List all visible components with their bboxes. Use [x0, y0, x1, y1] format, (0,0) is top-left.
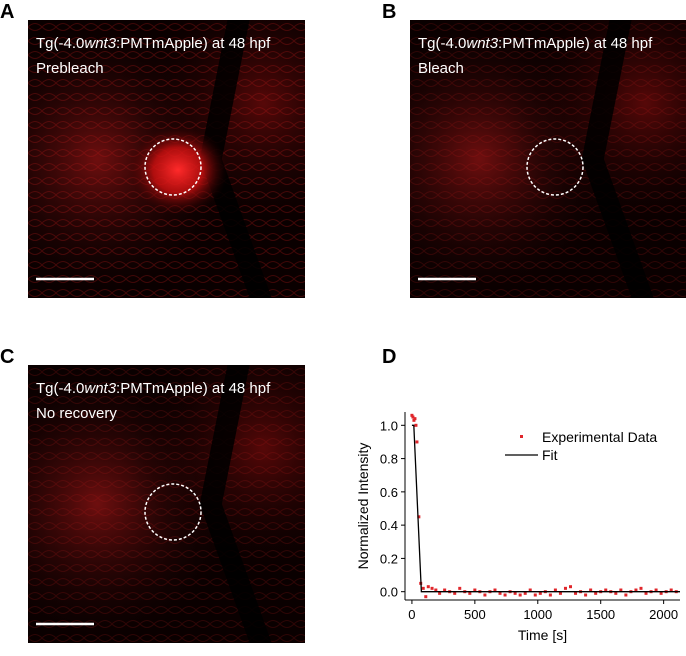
microscopy-panel: Tg(-4.0wnt3:PMTmApple) at 48 hpf No recov…	[28, 365, 305, 643]
title-italic: wnt3	[466, 35, 498, 52]
data-point	[604, 588, 608, 592]
data-point	[468, 591, 472, 595]
data-point	[614, 591, 618, 595]
panel-letter: C	[0, 346, 14, 368]
data-point	[518, 593, 522, 597]
title-italic: wnt3	[84, 35, 116, 52]
title-suffix: :PMTmApple) at 48 hpf	[498, 35, 653, 52]
data-point	[538, 591, 542, 595]
data-point	[589, 588, 593, 592]
data-point	[493, 588, 497, 592]
title-italic: wnt3	[84, 380, 116, 397]
data-point	[548, 593, 552, 597]
tissue-boundary	[199, 20, 272, 298]
data-point	[483, 593, 487, 597]
data-point	[523, 591, 527, 595]
data-point	[413, 417, 417, 421]
y-axis-label: Normalized Intensity	[355, 443, 371, 570]
x-tick-label: 500	[464, 607, 486, 622]
data-point	[424, 595, 428, 599]
y-tick-label: 0.4	[380, 518, 398, 533]
x-axis-label: Time [s]	[518, 627, 567, 643]
data-point	[498, 591, 502, 595]
legend-label: Experimental Data	[542, 429, 657, 445]
microscopy-panel: Tg(-4.0wnt3:PMTmApple) at 48 hpf Prebleac…	[28, 20, 305, 298]
legend-label: Fit	[542, 447, 558, 463]
data-point	[415, 440, 419, 444]
title-suffix: :PMTmApple) at 48 hpf	[116, 35, 271, 52]
title-prefix: Tg(-4.0	[418, 35, 466, 52]
data-point	[443, 588, 447, 592]
x-tick-label: 0	[408, 607, 415, 622]
data-point	[669, 588, 673, 592]
tissue-boundary	[199, 365, 272, 643]
data-point	[624, 593, 628, 597]
image-cells	[410, 20, 686, 298]
panel-letter: A	[0, 1, 14, 23]
legend-marker	[520, 435, 523, 438]
panel-subtitle: Prebleach	[36, 60, 104, 77]
data-point	[533, 593, 537, 597]
data-point	[430, 586, 434, 590]
bleach-roi	[144, 138, 202, 196]
data-point	[426, 585, 430, 589]
data-point	[473, 588, 477, 592]
data-point	[458, 586, 462, 590]
y-tick-label: 0.8	[380, 452, 398, 467]
microscopy-panel: Tg(-4.0wnt3:PMTmApple) at 48 hpf Bleach	[410, 20, 686, 298]
panel-subtitle: No recovery	[36, 405, 117, 422]
data-point	[453, 591, 457, 595]
data-point	[619, 588, 623, 592]
tissue-boundary	[581, 20, 654, 298]
data-point	[634, 588, 638, 592]
data-point	[421, 586, 425, 590]
data-point	[594, 591, 598, 595]
data-point	[639, 586, 643, 590]
bright-spot	[128, 125, 228, 215]
y-tick-label: 0.0	[380, 585, 398, 600]
image-cells	[28, 365, 305, 643]
data-point	[569, 585, 573, 589]
data-point	[417, 515, 421, 519]
data-point	[553, 588, 557, 592]
data-point	[584, 593, 588, 597]
data-point	[644, 591, 648, 595]
data-point	[412, 418, 416, 422]
title-suffix: :PMTmApple) at 48 hpf	[116, 380, 271, 397]
x-tick-label: 1500	[586, 607, 615, 622]
panel-title: Tg(-4.0wnt3:PMTmApple) at 48 hpf	[36, 35, 271, 52]
bleach-roi	[526, 138, 584, 196]
data-point	[414, 423, 418, 427]
data-point	[503, 593, 507, 597]
data-point	[654, 588, 658, 592]
panel-title: Tg(-4.0wnt3:PMTmApple) at 48 hpf	[36, 380, 271, 397]
y-tick-label: 0.6	[380, 485, 398, 500]
data-point	[659, 591, 663, 595]
panel-letter: D	[382, 346, 396, 368]
panel-title: Tg(-4.0wnt3:PMTmApple) at 48 hpf	[418, 35, 653, 52]
data-point	[410, 413, 414, 417]
data-point	[558, 591, 562, 595]
fit-line	[411, 424, 680, 593]
y-tick-label: 1.0	[380, 418, 398, 433]
data-point	[574, 591, 578, 595]
data-point	[513, 591, 517, 595]
y-tick-label: 0.2	[380, 551, 398, 566]
data-point	[434, 588, 438, 592]
data-point	[411, 415, 415, 419]
x-tick-label: 1000	[523, 607, 552, 622]
data-point	[528, 588, 532, 592]
x-tick-label: 2000	[649, 607, 678, 622]
panel-letter: B	[382, 1, 396, 23]
panel-subtitle: Bleach	[418, 60, 464, 77]
title-prefix: Tg(-4.0	[36, 380, 84, 397]
title-prefix: Tg(-4.0	[36, 35, 84, 52]
data-point	[438, 591, 442, 595]
data-point	[563, 586, 567, 590]
bleach-roi	[144, 483, 202, 541]
